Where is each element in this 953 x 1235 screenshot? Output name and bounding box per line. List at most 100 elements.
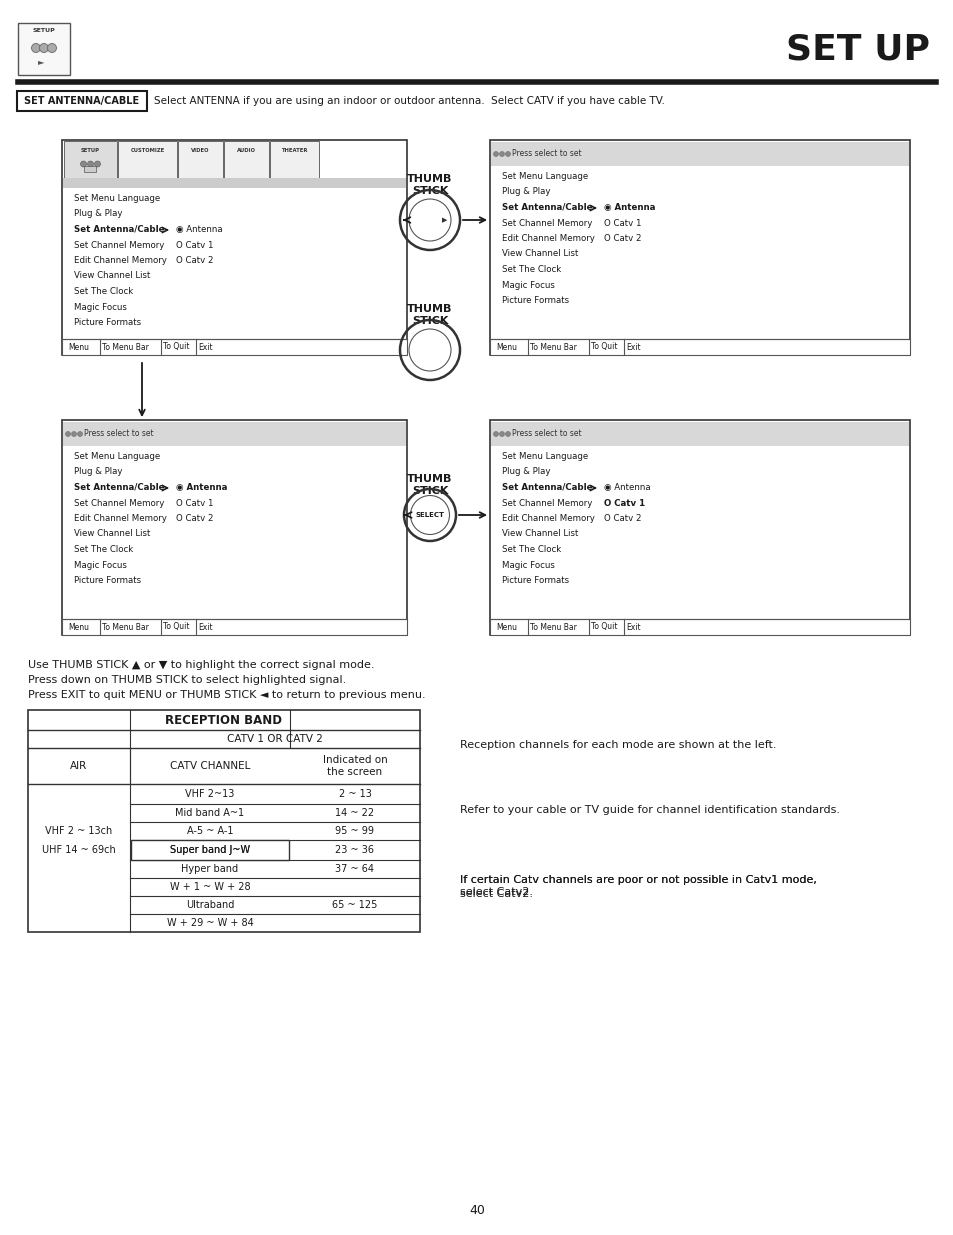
Text: View Channel List: View Channel List xyxy=(501,530,578,538)
Text: SETUP: SETUP xyxy=(81,147,100,152)
Text: W + 1 ~ W + 28: W + 1 ~ W + 28 xyxy=(170,882,250,892)
Text: O Catv 2: O Catv 2 xyxy=(603,514,640,522)
Text: VIDEO: VIDEO xyxy=(191,147,210,152)
Text: Set Antenna/Cable: Set Antenna/Cable xyxy=(74,483,164,492)
Text: ◉ Antenna: ◉ Antenna xyxy=(175,225,222,233)
Text: the screen: the screen xyxy=(327,767,382,777)
Text: SET ANTENNA/CABLE: SET ANTENNA/CABLE xyxy=(25,96,139,106)
Text: Picture Formats: Picture Formats xyxy=(501,296,569,305)
Text: If certain Catv channels are poor or not possible in Catv1 mode,: If certain Catv channels are poor or not… xyxy=(459,876,816,885)
Circle shape xyxy=(493,152,498,157)
Text: Plug & Play: Plug & Play xyxy=(74,210,122,219)
Text: To Menu Bar: To Menu Bar xyxy=(530,342,577,352)
Text: 95 ~ 99: 95 ~ 99 xyxy=(335,826,375,836)
Text: select Catv2.: select Catv2. xyxy=(459,889,533,899)
Text: To Menu Bar: To Menu Bar xyxy=(102,622,149,631)
Text: Menu: Menu xyxy=(68,342,89,352)
Text: To Menu Bar: To Menu Bar xyxy=(102,342,149,352)
Text: Magic Focus: Magic Focus xyxy=(74,561,127,569)
Text: Set The Clock: Set The Clock xyxy=(74,287,133,296)
Text: ◉ Antenna: ◉ Antenna xyxy=(175,483,227,492)
Text: Super band J~W: Super band J~W xyxy=(170,845,250,855)
Text: A-5 ~ A-1: A-5 ~ A-1 xyxy=(187,826,233,836)
Bar xyxy=(63,178,406,188)
Text: O Catv 1: O Catv 1 xyxy=(603,219,640,227)
Text: Press down on THUMB STICK to select highlighted signal.: Press down on THUMB STICK to select high… xyxy=(28,676,346,685)
Text: Plug & Play: Plug & Play xyxy=(501,468,550,477)
Text: O Catv 1: O Catv 1 xyxy=(603,499,644,508)
Text: To Menu Bar: To Menu Bar xyxy=(530,622,577,631)
Circle shape xyxy=(94,161,100,167)
Text: ▶: ▶ xyxy=(442,217,447,224)
Text: Mid band A~1: Mid band A~1 xyxy=(175,808,244,818)
Bar xyxy=(62,140,407,354)
Text: Exit: Exit xyxy=(198,342,213,352)
Bar xyxy=(85,165,96,172)
Text: Press select to set: Press select to set xyxy=(84,430,153,438)
Bar xyxy=(270,141,318,178)
Text: 65 ~ 125: 65 ~ 125 xyxy=(332,900,377,910)
Bar xyxy=(18,23,70,75)
Text: Set Antenna/Cable: Set Antenna/Cable xyxy=(501,483,592,492)
Bar xyxy=(178,141,223,178)
Text: Hyper band: Hyper band xyxy=(181,864,238,874)
Text: THUMB
STICK: THUMB STICK xyxy=(407,304,453,326)
Text: Refer to your cable or TV guide for channel identification standards.: Refer to your cable or TV guide for chan… xyxy=(459,805,840,815)
Text: If certain Catv channels are poor or not possible in Catv1 mode,
select Catv2.: If certain Catv channels are poor or not… xyxy=(459,876,816,897)
Circle shape xyxy=(88,161,93,167)
Text: Press select to set: Press select to set xyxy=(512,149,581,158)
Text: Picture Formats: Picture Formats xyxy=(74,576,141,585)
Bar xyxy=(62,420,407,635)
Text: VHF 2~13: VHF 2~13 xyxy=(185,789,234,799)
Text: THUMB
STICK: THUMB STICK xyxy=(407,474,453,496)
Text: Ultraband: Ultraband xyxy=(186,900,233,910)
Bar xyxy=(490,140,909,354)
Text: Exit: Exit xyxy=(625,342,640,352)
Text: RECEPTION BAND: RECEPTION BAND xyxy=(165,714,282,726)
Text: Edit Channel Memory: Edit Channel Memory xyxy=(74,256,167,266)
Circle shape xyxy=(505,152,510,157)
Bar xyxy=(490,420,909,635)
FancyBboxPatch shape xyxy=(17,91,147,111)
Text: Indicated on: Indicated on xyxy=(322,755,387,764)
Circle shape xyxy=(505,431,510,436)
Text: Use THUMB STICK ▲ or ▼ to highlight the correct signal mode.: Use THUMB STICK ▲ or ▼ to highlight the … xyxy=(28,659,375,671)
Text: O Catv 1: O Catv 1 xyxy=(175,499,213,508)
Bar xyxy=(491,422,908,446)
Circle shape xyxy=(493,431,498,436)
Text: AUDIO: AUDIO xyxy=(236,147,255,152)
Text: View Channel List: View Channel List xyxy=(74,530,151,538)
Text: SETUP: SETUP xyxy=(32,27,55,32)
Text: Set Antenna/Cable: Set Antenna/Cable xyxy=(74,225,164,233)
Text: Press select to set: Press select to set xyxy=(512,430,581,438)
Text: Magic Focus: Magic Focus xyxy=(501,561,555,569)
Text: Set Channel Memory: Set Channel Memory xyxy=(74,499,164,508)
Text: W + 29 ~ W + 84: W + 29 ~ W + 84 xyxy=(167,918,253,927)
Circle shape xyxy=(71,431,76,436)
Text: Set Channel Memory: Set Channel Memory xyxy=(501,219,592,227)
Text: Super band J~W: Super band J~W xyxy=(170,845,250,855)
Text: Set The Clock: Set The Clock xyxy=(501,545,560,555)
Bar xyxy=(490,338,909,354)
Text: Menu: Menu xyxy=(496,342,517,352)
Text: Set The Clock: Set The Clock xyxy=(501,266,560,274)
Text: Set The Clock: Set The Clock xyxy=(74,545,133,555)
Text: 23 ~ 36: 23 ~ 36 xyxy=(335,845,375,855)
Text: Reception channels for each mode are shown at the left.: Reception channels for each mode are sho… xyxy=(459,740,776,750)
Text: 37 ~ 64: 37 ~ 64 xyxy=(335,864,375,874)
Circle shape xyxy=(48,43,56,53)
Text: Magic Focus: Magic Focus xyxy=(74,303,127,311)
Circle shape xyxy=(66,431,71,436)
Text: THUMB
STICK: THUMB STICK xyxy=(407,174,453,196)
Text: To Quit: To Quit xyxy=(163,622,190,631)
Text: CATV 1 OR CATV 2: CATV 1 OR CATV 2 xyxy=(227,734,323,743)
Text: O Catv 2: O Catv 2 xyxy=(175,256,213,266)
Circle shape xyxy=(80,161,87,167)
Circle shape xyxy=(499,152,504,157)
Text: Set Menu Language: Set Menu Language xyxy=(74,452,160,461)
Text: CUSTOMIZE: CUSTOMIZE xyxy=(131,147,165,152)
Bar xyxy=(224,141,269,178)
Text: THEATER: THEATER xyxy=(281,147,308,152)
Bar xyxy=(64,141,117,178)
Text: View Channel List: View Channel List xyxy=(74,272,151,280)
